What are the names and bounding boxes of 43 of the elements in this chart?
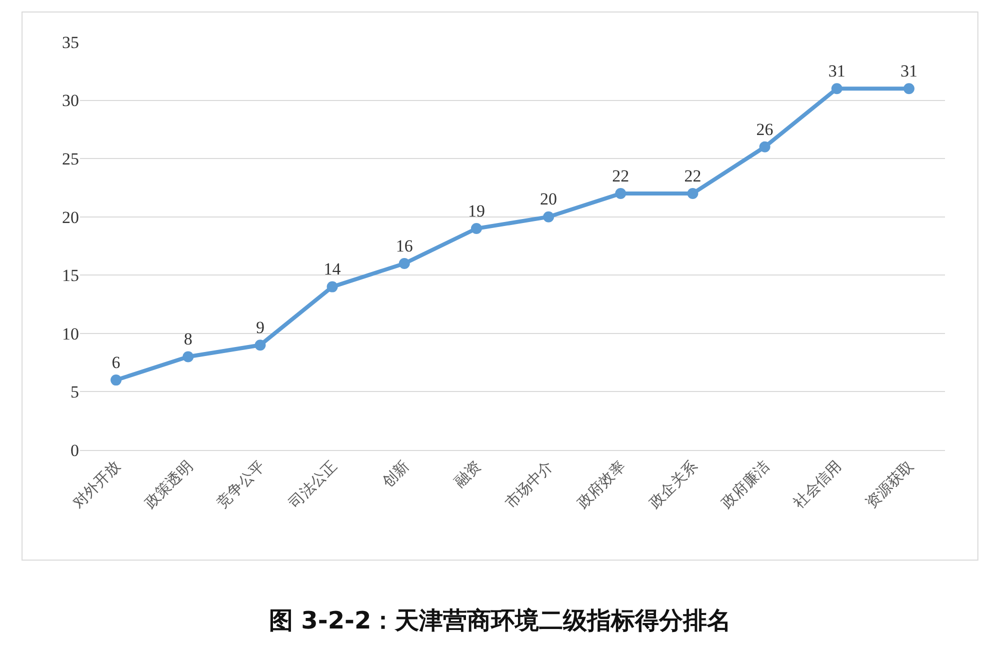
point [615,188,626,200]
x-tick-label: 社会信用 [790,456,845,512]
point [326,281,338,292]
text: 图 3-2-2：天津营商环境二级指标得分排名 [268,606,732,634]
data-label: 31 [828,62,846,81]
x-tick-label: 融资 [450,456,485,491]
data-label: 20 [540,190,558,209]
y-tick-label: 30 [62,91,79,110]
x-tick-label: 政企关系 [646,456,701,512]
x-tick-label: 司法公正 [285,456,340,512]
data-label: 22 [612,166,630,186]
point [470,223,482,234]
y-tick-label: 25 [62,150,79,169]
y-tick-label: 10 [62,324,79,344]
x-tick-label: 竞争公平 [213,456,268,512]
point [831,83,842,94]
point [903,83,914,94]
point [543,211,554,222]
x-tick-label: 资源获取 [862,456,918,512]
data-label: 14 [324,260,342,279]
data-label: 8 [184,330,192,349]
point [398,258,410,269]
data-label: 16 [396,236,413,256]
point [254,340,266,351]
y-tick-label: 5 [70,382,79,402]
y-tick-label: 20 [62,208,79,227]
x-tick-label: 政府廉洁 [718,456,773,512]
point [687,188,698,200]
y-tick-label: 35 [62,32,79,52]
x-tick-label: 创新 [378,456,413,491]
x-tick-label: 市场中介 [502,456,557,512]
point [110,374,122,386]
x-tick-label: 政策透明 [141,456,196,512]
point [759,141,770,152]
data-label: 26 [756,120,774,139]
y-tick-label: 15 [62,266,79,286]
point [182,351,194,362]
data-label: 31 [900,62,918,81]
data-label: 22 [684,166,702,186]
data-label: 6 [112,352,120,372]
data-label: 19 [468,201,485,220]
x-tick-label: 政府效率 [574,456,629,512]
data-label: 9 [256,318,264,337]
